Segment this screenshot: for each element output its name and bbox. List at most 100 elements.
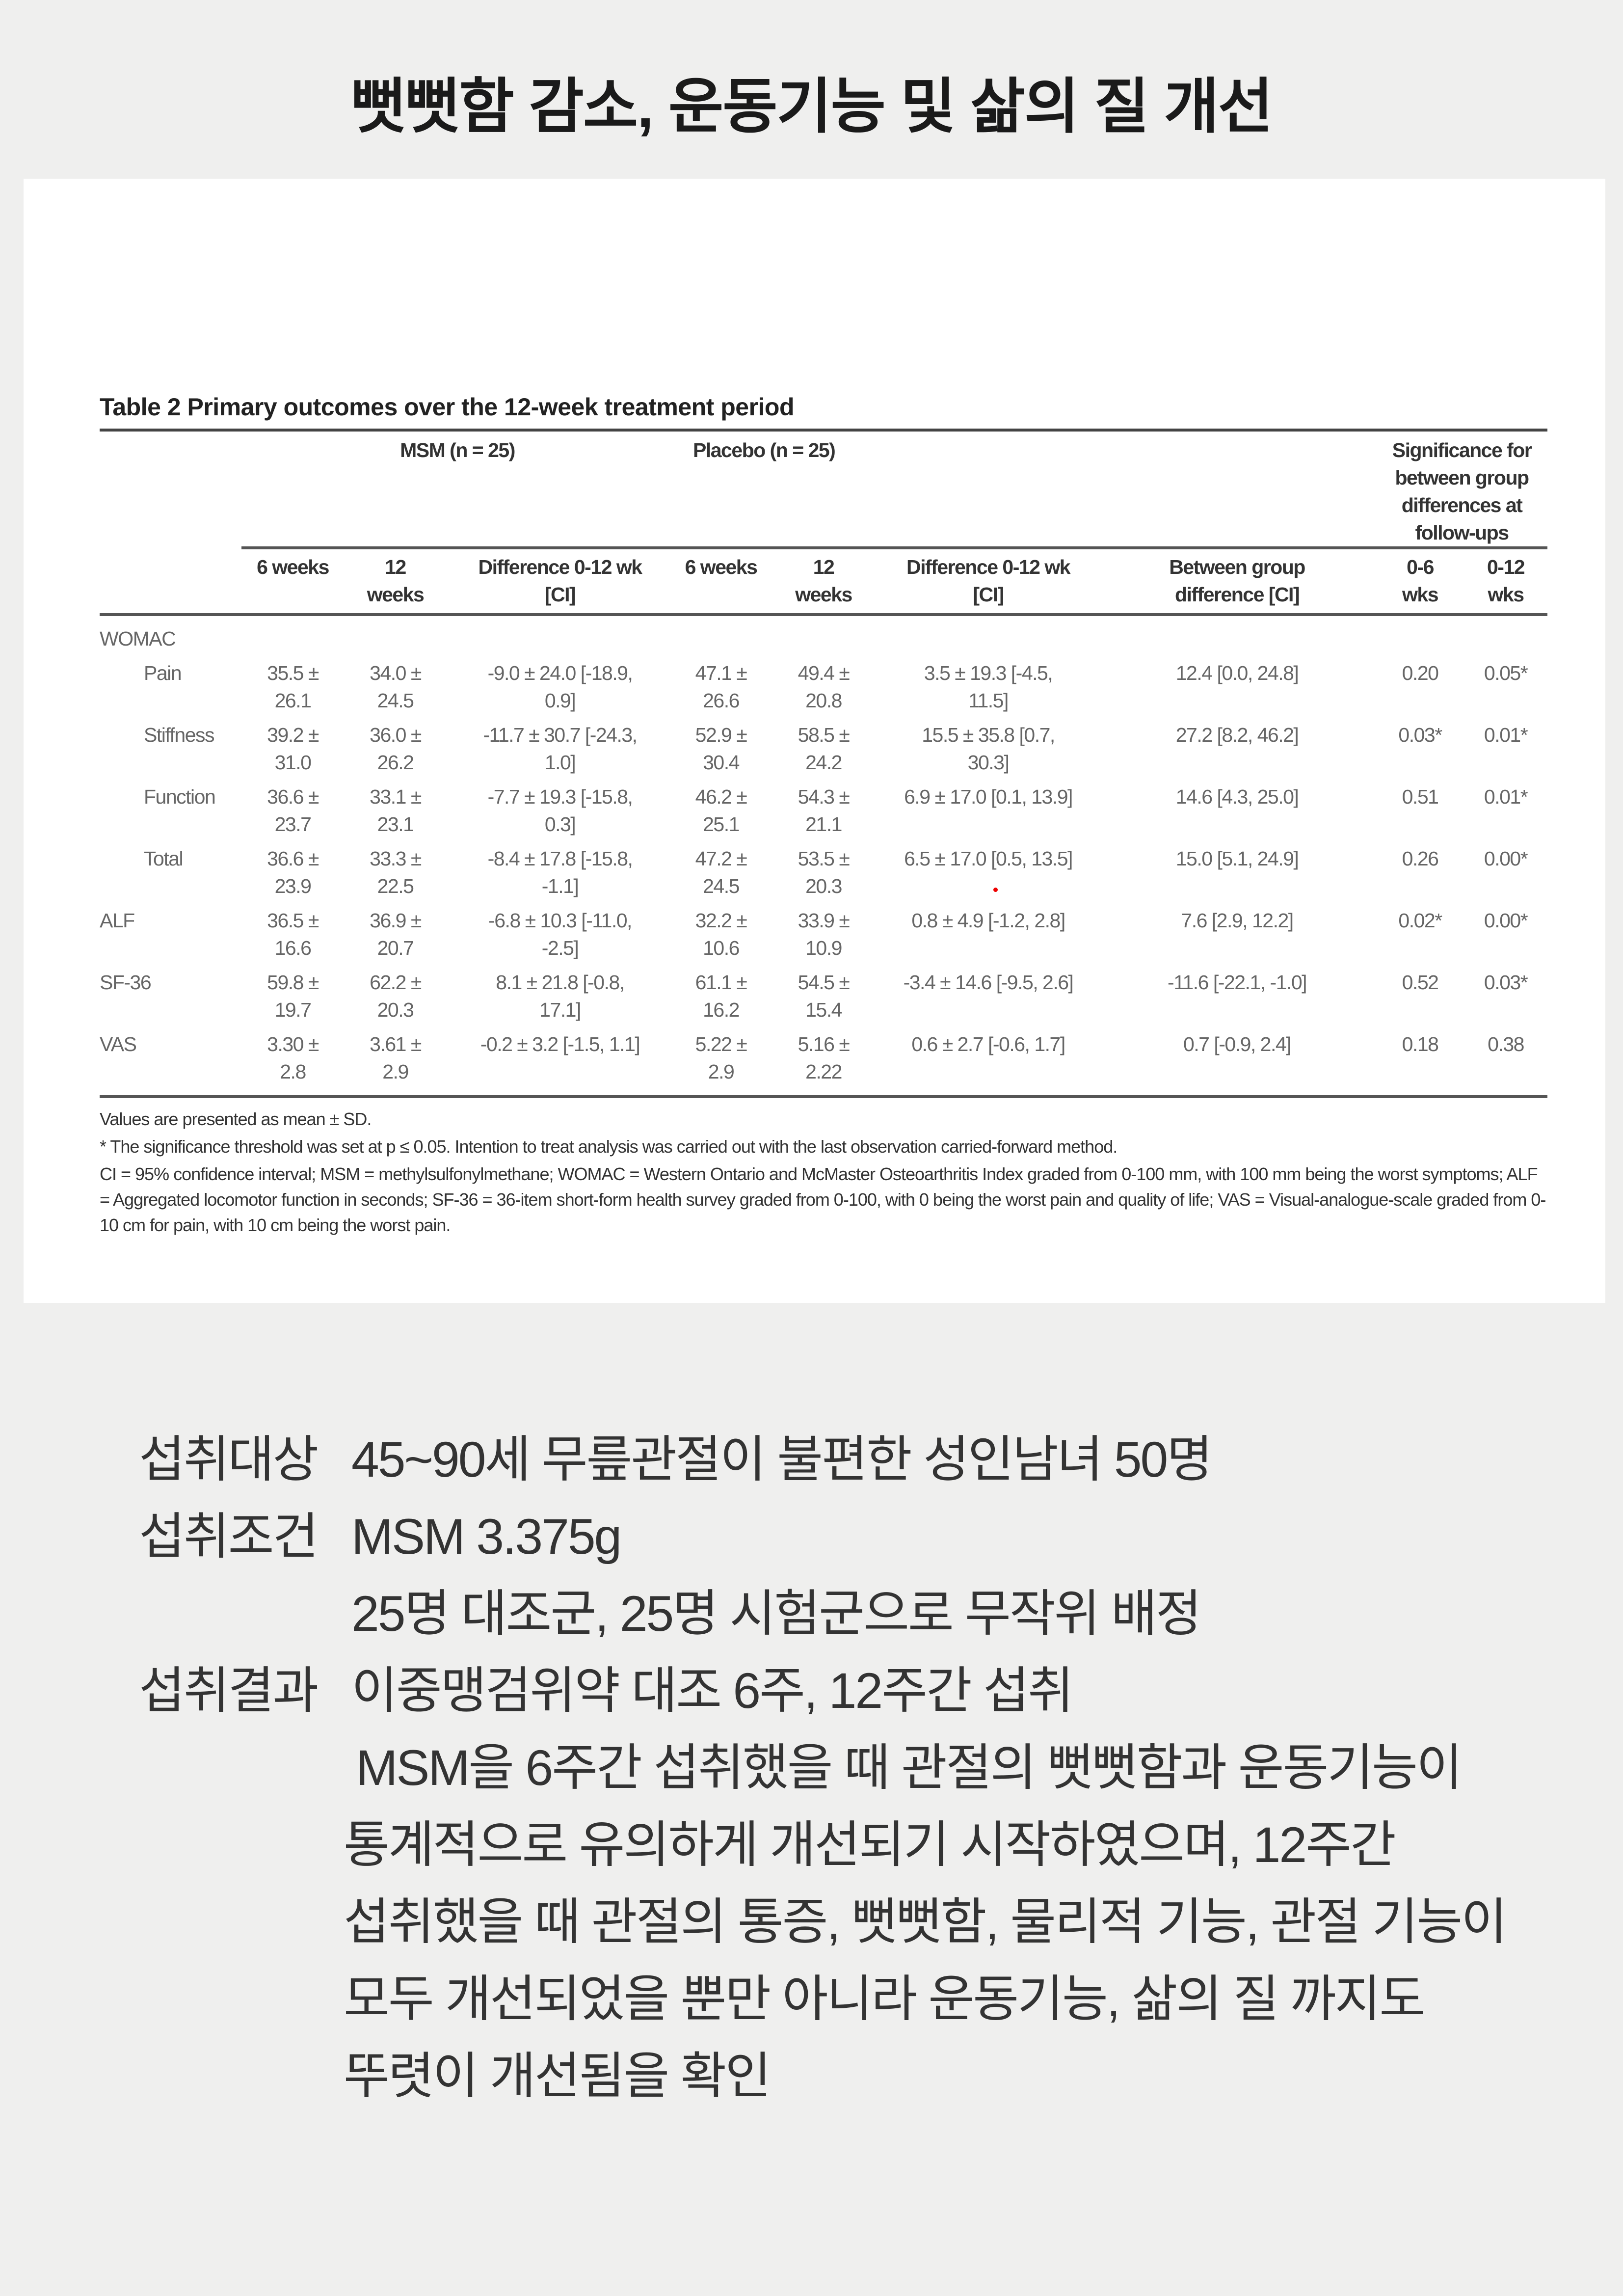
column-header: 6 weeks: [673, 546, 769, 615]
table-cell: 0.7 [-0.9, 2.4]: [1098, 1030, 1377, 1098]
table-row: SF-36 59.8 ± 19.7 62.2 ± 20.3 8.1 ± 21.8 [-…: [100, 969, 1547, 1030]
table-cell: 5.16 ± 2.22: [769, 1030, 879, 1098]
table-cell: 53.5 ± 20.3: [798, 847, 850, 897]
table-cell: -11.7 ± 30.7 [-24.3, 1.0]: [483, 724, 638, 774]
table-cell: 15.5 ± 35.8 [0.7, 30.3]: [922, 724, 1055, 774]
table-cell: -9.0 ± 24.0 [-18.9, 0.9]: [487, 662, 633, 712]
table-cell: 0.00*: [1484, 847, 1528, 870]
table-cell: -3.4 ± 14.6 [-9.5, 2.6]: [903, 971, 1074, 994]
table-cell: 52.9 ± 30.4: [695, 724, 747, 774]
table-cell: 3.5 ± 19.3 [-4.5, 11.5]: [924, 662, 1053, 712]
footnote: Values are presented as mean ± SD.: [100, 1109, 372, 1129]
table-cell: 6.5 ± 17.0 [0.5, 13.5]: [904, 847, 1073, 870]
table-row: ALF 36.5 ± 16.6 36.9 ± 20.7 -6.8 ± 10.3 [-1…: [100, 907, 1547, 969]
summary-value: 25명 대조군, 25명 시험군으로 무작위 배정: [351, 1586, 1202, 1642]
table-cell: 0.52: [1402, 971, 1439, 994]
table-cell: 3.61 ± 2.9: [344, 1030, 447, 1098]
header-placebo-group: Placebo (n = 25): [693, 439, 836, 461]
table-row: Function 36.6 ± 23.7 33.1 ± 23.1 -7.7 ± 19.…: [100, 783, 1547, 845]
table-cell: 0.03*: [1398, 724, 1442, 746]
table-footnotes: Values are presented as mean ± SD. * The…: [100, 1107, 1547, 1240]
table-cell: 32.2 ± 10.6: [695, 909, 747, 959]
table-cell: 34.0 ± 24.5: [370, 662, 422, 712]
row-label: SF-36: [100, 971, 152, 994]
summary-value: 섭취했을 때 관절의 통증, 뻣뻣함, 물리적 기능, 관절 기능이: [344, 1894, 1507, 1950]
header-empty: [1098, 430, 1376, 548]
table-cell: 58.5 ± 24.2: [798, 724, 850, 774]
table-cell: [1376, 613, 1464, 659]
table-cell: 49.4 ± 20.8: [798, 662, 850, 712]
table-cell: 15.0 [5.1, 24.9]: [1175, 847, 1299, 870]
header-empty: [100, 430, 241, 548]
table-cell: 6.9 ± 17.0 [0.1, 13.9]: [904, 785, 1073, 808]
table-cell: 0.18: [1376, 1030, 1464, 1098]
summary-value: 뚜렷이 개선됨을 확인: [344, 2048, 771, 2104]
table-cell: -6.8 ± 10.3 [-11.0, -2.5]: [488, 909, 632, 959]
column-header: Between group difference [CI]: [1098, 546, 1377, 615]
table-cell: -8.4 ± 17.8 [-15.8, -1.1]: [487, 847, 633, 897]
table-cell: 8.1 ± 21.8 [-0.8, 17.1]: [496, 971, 625, 1021]
table-row: Stiffness 39.2 ± 31.0 36.0 ± 26.2 -11.7 ± 3…: [100, 721, 1547, 783]
column-header: 6 weeks: [241, 546, 344, 615]
footnote: * The significance threshold was set at …: [100, 1136, 1117, 1157]
summary-label: 섭취결과: [139, 1663, 319, 1719]
table-caption: Table 2 Primary outcomes over the 12-wee…: [100, 393, 795, 421]
table-cell: -7.7 ± 19.3 [-15.8, 0.3]: [487, 785, 633, 836]
table-row: WOMAC: [100, 613, 1548, 659]
table-cell: 12.4 [0.0, 24.8]: [1175, 662, 1299, 684]
summary-value: 통계적으로 유의하게 개선되기 시작하였으며, 12주간: [344, 1817, 1396, 1873]
table-row: Total 36.6 ± 23.9 33.3 ± 22.5 -8.4 ± 17.8 […: [100, 845, 1547, 907]
column-header: 12 weeks: [769, 546, 879, 615]
table-cell: 0.20: [1402, 662, 1439, 684]
table-cell: 36.6 ± 23.9: [267, 847, 319, 897]
table-cell: [1098, 613, 1377, 659]
red-mark: [993, 888, 998, 892]
header-msm-group: MSM (n = 25): [400, 439, 515, 461]
table-cell: [344, 613, 447, 659]
table-cell: 0.01*: [1484, 785, 1528, 808]
table-cell: 59.8 ± 19.7: [267, 971, 319, 1021]
table-cell: -0.2 ± 3.2 [-1.5, 1.1]: [447, 1030, 674, 1098]
table-cell: [769, 613, 879, 659]
page-title: 뻣뻣함 감소, 운동기능 및 삶의 질 개선: [351, 73, 1273, 140]
table-cell: 36.0 ± 26.2: [370, 724, 422, 774]
row-label: ALF: [100, 909, 135, 932]
table-cell: [447, 613, 674, 659]
outcomes-table: MSM (n = 25) Placebo (n = 25) Significan…: [100, 430, 1548, 1098]
table-cell: [1464, 613, 1548, 659]
column-header: 0-6 wks: [1376, 546, 1464, 615]
table-cell: 0.51: [1402, 785, 1439, 808]
table-cell: 33.9 ± 10.9: [798, 909, 850, 959]
summary-label: 섭취대상: [139, 1432, 319, 1487]
table-cell: 36.5 ± 16.6: [267, 909, 319, 959]
table-cell: 47.1 ± 26.6: [695, 662, 747, 712]
table-cell: 36.9 ± 20.7: [370, 909, 422, 959]
column-header: Difference 0-12 wk [CI]: [447, 546, 674, 615]
table-image-panel: [24, 179, 1605, 1303]
table-cell: 47.2 ± 24.5: [695, 847, 747, 897]
table-cell: [673, 613, 769, 659]
summary-value: 모두 개선되었을 뿐만 아니라 운동기능, 삶의 질 까지도: [344, 1971, 1425, 2027]
table-cell: 35.5 ± 26.1: [267, 662, 319, 712]
table-cell: 39.2 ± 31.0: [267, 724, 319, 774]
column-header: Difference 0-12 wk [CI]: [878, 546, 1098, 615]
table-cell: 0.26: [1402, 847, 1439, 870]
summary-value: 이중맹검위약 대조 6주, 12주간 섭취: [351, 1663, 1074, 1719]
table-cell: 3.30 ± 2.8: [241, 1030, 344, 1098]
summary-value: MSM을 6주간 섭취했을 때 관절의 뻣뻣함과 운동기능이: [344, 1740, 1463, 1796]
row-label: Function: [144, 785, 216, 808]
table-cell: [878, 613, 1098, 659]
table-cell: 54.3 ± 21.1: [798, 785, 850, 836]
table-cell: 36.6 ± 23.7: [267, 785, 319, 836]
table-cell: 61.1 ± 16.2: [695, 971, 747, 1021]
table-cell: 46.2 ± 25.1: [695, 785, 747, 836]
column-header: 0-12 wks: [1464, 546, 1548, 615]
table-cell: 33.3 ± 22.5: [370, 847, 422, 897]
table-cell: 0.00*: [1484, 909, 1528, 932]
table-cell: 14.6 [4.3, 25.0]: [1175, 785, 1299, 808]
table-cell: 0.05*: [1484, 662, 1528, 684]
header-significance: Significance for between group differenc…: [1392, 439, 1532, 544]
row-label: Stiffness: [144, 724, 215, 746]
summary-value: MSM 3.375g: [351, 1509, 622, 1565]
row-label: Total: [144, 847, 184, 870]
